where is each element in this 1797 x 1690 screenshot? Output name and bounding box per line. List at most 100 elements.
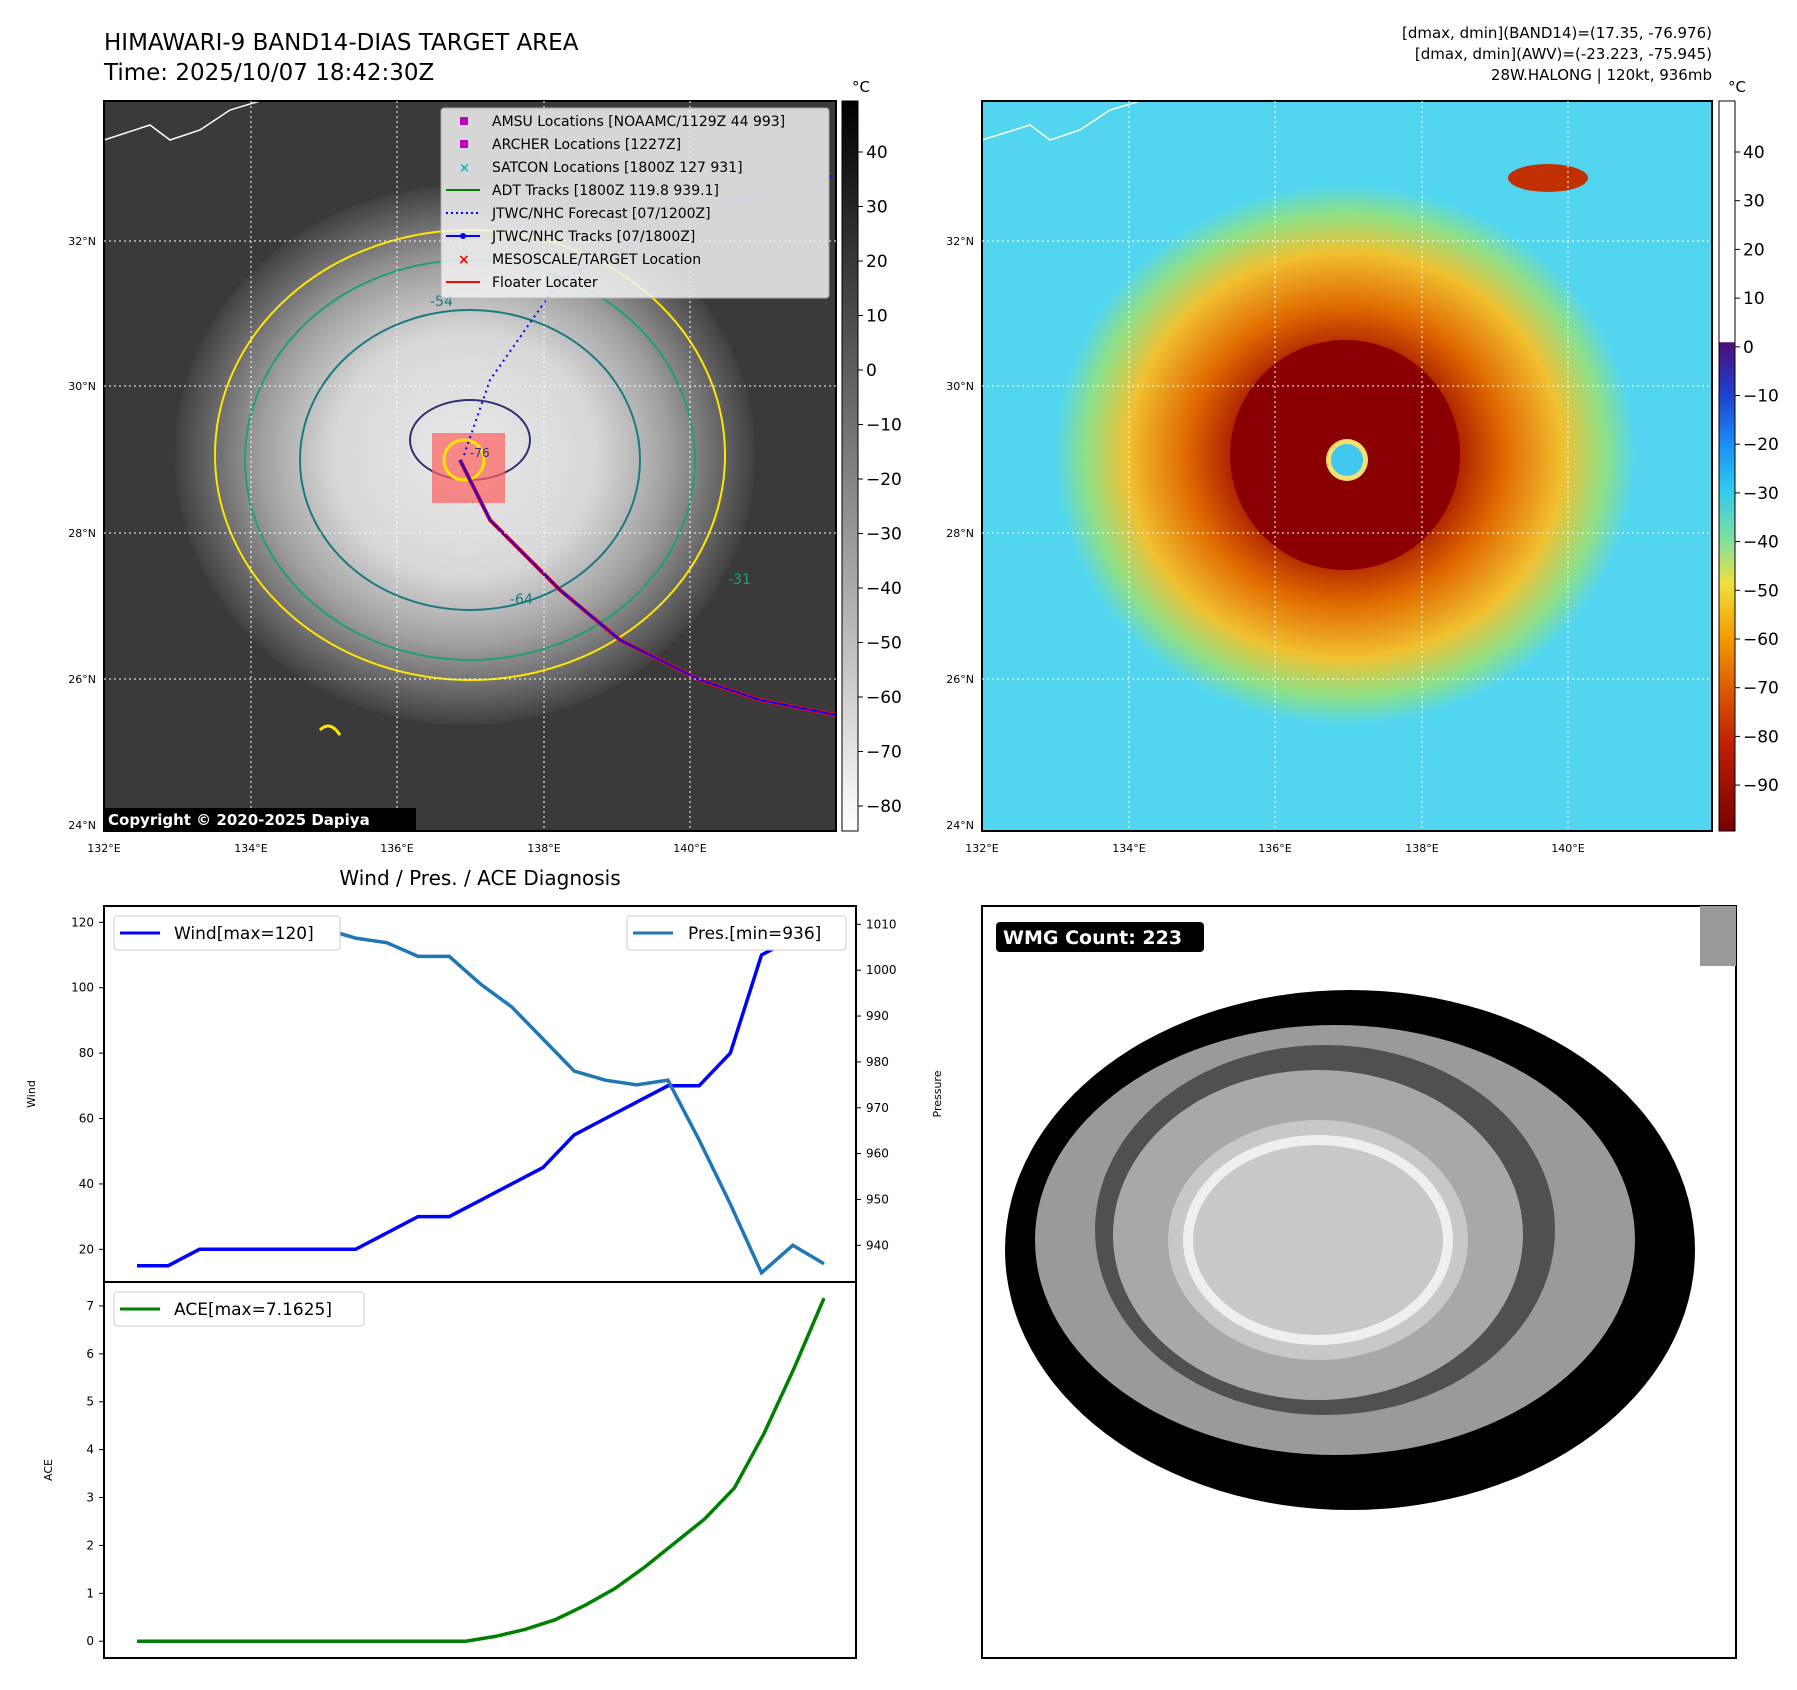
lat-label: 30°N — [946, 380, 974, 393]
colorbar-tick-label: 10 — [1743, 289, 1765, 309]
title-line2: Time: 2025/10/07 18:42:30Z — [103, 60, 434, 86]
legend-label: MESOSCALE/TARGET Location — [492, 252, 701, 268]
colorbar-tick-label: 10 — [866, 307, 888, 327]
x-marker-icon: × — [459, 161, 470, 176]
colorbar-tick-label: 20 — [1743, 240, 1765, 260]
eye — [1331, 444, 1363, 476]
y-tick-label: 100 — [71, 981, 94, 995]
colorbar-tick-label: −70 — [1743, 679, 1779, 699]
wmg-inner — [1168, 1120, 1468, 1360]
lat-label: 28°N — [68, 527, 96, 540]
wmg-count-text: WMG Count: 223 — [1003, 927, 1182, 949]
lat-label: 32°N — [946, 235, 974, 248]
colorbar-tick-label: −50 — [866, 634, 902, 654]
lon-label: 140°E — [673, 842, 706, 855]
y-tick-label: 3 — [86, 1491, 94, 1505]
legend-label: JTWC/NHC Tracks [07/1800Z] — [491, 229, 695, 245]
y-tick-label: 40 — [79, 1177, 94, 1191]
y-tick-label: 120 — [71, 915, 94, 929]
left-map-legend: AMSU Locations [NOAAMC/1129Z 44 993] ARC… — [440, 107, 830, 299]
colorbar-tick-label: −40 — [1743, 533, 1779, 553]
colorbar-tick-label: 0 — [1743, 338, 1754, 358]
lon-label: 132°E — [87, 842, 120, 855]
right-map-grid — [982, 101, 1712, 831]
y-axis-label-right: Pressure — [931, 1070, 944, 1117]
y-tick-label: 6 — [86, 1347, 94, 1361]
outer-band-left — [318, 724, 342, 736]
colorbar-tick-label: −80 — [1743, 727, 1779, 747]
legend-item: ADT Tracks [1800Z 119.8 939.1] — [446, 183, 719, 199]
colorbar-tick-label: 40 — [866, 143, 888, 163]
right-lon-labels: 132°E 134°E 136°E 138°E 140°E — [965, 842, 1584, 855]
coastline-left — [104, 101, 261, 141]
right-lat-labels: 32°N 30°N 28°N 26°N 24°N — [946, 235, 974, 832]
wind-pressure-chart: 20 40 60 80 100 120 940 950 960 970 980 990 1000 1010… — [25, 905, 944, 1283]
info-line2: [dmax, dmin](AWV)=(-23.223, -75.945) — [1415, 45, 1712, 63]
legend-label: Pres.[min=936] — [688, 924, 821, 944]
colorbar-tick-label: −10 — [866, 416, 902, 436]
legend-item: ARCHER Locations [1227Z] — [460, 137, 681, 153]
colorbar-tick-label: −40 — [866, 579, 902, 599]
wind-legend: Wind[max=120] — [113, 915, 341, 951]
colorbar-tick-label: 40 — [1743, 143, 1765, 163]
lat-label: 26°N — [68, 673, 96, 686]
lon-label: 140°E — [1551, 842, 1584, 855]
lat-label: 30°N — [68, 380, 96, 393]
coastline-right — [982, 101, 1141, 141]
wmg-count-badge: WMG Count: 223 — [996, 922, 1204, 952]
x-marker-icon: × — [458, 252, 470, 268]
left-map: 32°N 30°N 28°N 26°N 24°N 132°E 134°E 136… — [68, 78, 902, 855]
lat-label: 24°N — [68, 819, 96, 832]
y-tick-label: 20 — [79, 1242, 94, 1256]
right-map: 32°N 30°N 28°N 26°N 24°N 132°E 134°E 136… — [946, 78, 1779, 855]
colorbar-unit: °C — [852, 78, 870, 96]
colorbar-tick-label: −60 — [1743, 630, 1779, 650]
left-lon-labels: 132°E 134°E 136°E 138°E 140°E — [87, 842, 706, 855]
lon-label: 138°E — [1405, 842, 1438, 855]
y-tick-label: 60 — [79, 1112, 94, 1126]
wmg-edge-block — [1700, 906, 1736, 966]
legend-item: AMSU Locations [NOAAMC/1129Z 44 993] — [460, 114, 785, 130]
left-lat-labels: 32°N 30°N 28°N 26°N 24°N — [68, 235, 96, 832]
title-line1: HIMAWARI-9 BAND14-DIAS TARGET AREA — [104, 30, 579, 56]
chart-title: Wind / Pres. / ACE Diagnosis — [339, 866, 620, 890]
info-line1: [dmax, dmin](BAND14)=(17.35, -76.976) — [1402, 24, 1712, 42]
legend-label: Wind[max=120] — [174, 924, 314, 944]
colorbar-tick-label: −20 — [866, 470, 902, 490]
square-marker-icon — [460, 140, 468, 148]
colorbar-tick-label: −80 — [866, 797, 902, 817]
lon-label: 134°E — [1112, 842, 1145, 855]
colorbar-tick-label: −70 — [866, 743, 902, 763]
colorbar-tick-label: −10 — [1743, 387, 1779, 407]
colorbar-unit: °C — [1728, 78, 1746, 96]
legend-label: SATCON Locations [1800Z 127 931] — [492, 160, 743, 176]
legend-label: JTWC/NHC Forecast [07/1200Z] — [491, 206, 711, 222]
colorbar-tick-label: −20 — [1743, 435, 1779, 455]
y-right-tick-label: 940 — [866, 1238, 889, 1252]
wmg-bright-ring — [1183, 1135, 1453, 1345]
lat-label: 28°N — [946, 527, 974, 540]
pressure-legend: Pres.[min=936] — [626, 915, 847, 951]
y-tick-label: 4 — [86, 1443, 94, 1457]
contour-label: -64 — [510, 592, 533, 608]
y-axis-label: Wind — [25, 1080, 38, 1108]
ace-legend: ACE[max=7.1625] — [113, 1291, 365, 1327]
ace-chart: 0 1 2 3 4 5 6 7 ACE ACE[max=7.1625] — [42, 1281, 857, 1659]
lon-label: 136°E — [1258, 842, 1291, 855]
y-right-tick-label: 960 — [866, 1147, 889, 1161]
eye-contour — [442, 438, 486, 482]
legend-label: ACE[max=7.1625] — [174, 1300, 332, 1320]
contour-label: -31 — [728, 572, 751, 588]
legend-item: JTWC/NHC Forecast [07/1200Z] — [446, 206, 711, 222]
colorbar-tick-label: 20 — [866, 252, 888, 272]
y-tick-label: 80 — [79, 1046, 94, 1060]
left-colorbar: °C 40 30 20 10 0 −10 −20 −30 −40 −50 −60 −70 −80 — [841, 78, 902, 832]
y-right-tick-label: 980 — [866, 1055, 889, 1069]
y-right-tick-label: 990 — [866, 1009, 889, 1023]
cold-cloud-patch — [1508, 164, 1588, 192]
contour-teal — [299, 309, 641, 611]
lon-label: 132°E — [965, 842, 998, 855]
lon-label: 138°E — [527, 842, 560, 855]
colorbar-tick-label: 0 — [866, 361, 877, 381]
y-right-tick-label: 970 — [866, 1101, 889, 1115]
